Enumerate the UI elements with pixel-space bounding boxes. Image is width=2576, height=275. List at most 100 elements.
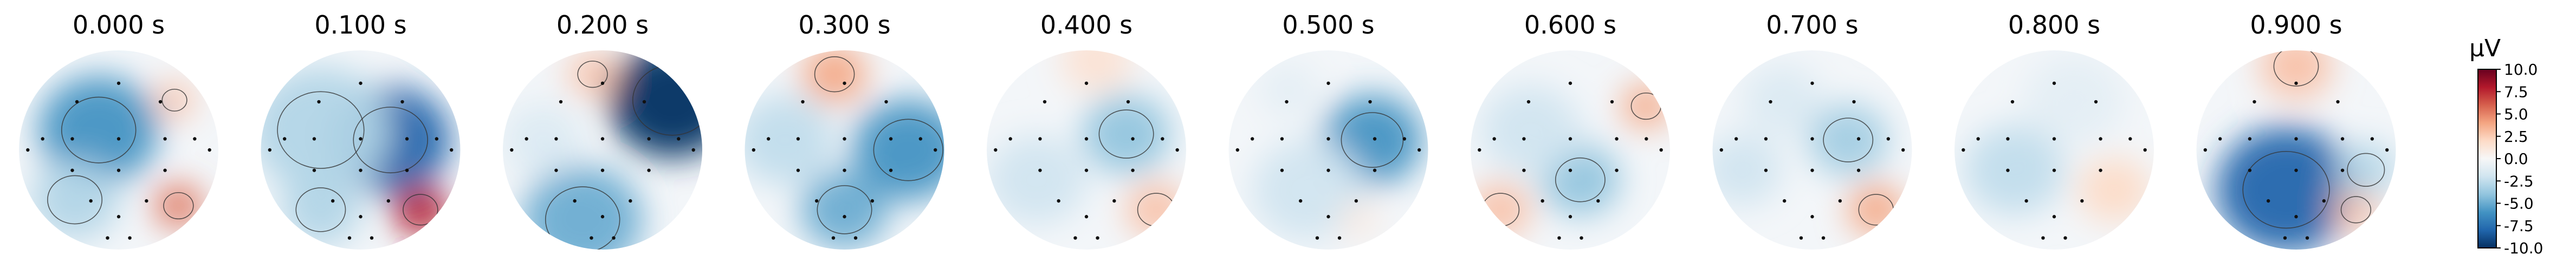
electrode-marker — [1084, 81, 1089, 85]
electrode-marker — [359, 81, 363, 85]
electrode-marker — [2094, 100, 2098, 104]
panel-title: 0.000 s — [73, 10, 165, 40]
electrode-marker — [1112, 199, 1116, 203]
electrode-marker — [2322, 199, 2326, 203]
colorbar-tick-label: -10.0 — [2504, 239, 2543, 257]
topomap-blob — [852, 100, 944, 200]
electrode-marker — [1008, 137, 1012, 141]
electrode-marker — [158, 100, 163, 104]
electrode-marker — [1522, 168, 1526, 172]
electrode-marker — [370, 236, 374, 240]
electrode-marker — [2099, 137, 2102, 141]
topomap-blob — [1258, 63, 1319, 117]
electrode-marker — [889, 137, 893, 141]
electrode-marker — [2294, 81, 2298, 85]
electrode-marker — [525, 137, 528, 141]
panel-title: 0.200 s — [556, 10, 649, 40]
electrode-marker — [2294, 137, 2298, 141]
electrode-marker — [1043, 100, 1047, 104]
topomap-panel: 0.000 s — [19, 10, 218, 250]
electrode-marker — [1084, 137, 1089, 141]
topomap-contour — [161, 88, 187, 112]
electrode-marker — [359, 137, 363, 141]
electrode-marker — [1084, 215, 1089, 219]
electrode-marker — [1354, 199, 1358, 203]
electrode-marker — [1096, 236, 1099, 240]
colorbar-ticks: 10.0 7.5 5.0 2.5 0.0 -2.5 -5.0 -7.5 -10.0 — [2496, 61, 2543, 257]
electrode-marker — [1810, 215, 1814, 219]
electrode-marker — [1478, 148, 1481, 152]
colorbar-gradient — [2477, 69, 2497, 248]
electrode-marker — [2294, 168, 2298, 172]
electrode-marker — [1568, 137, 1572, 141]
electrode-marker — [1038, 137, 1042, 141]
electrode-marker — [2006, 137, 2010, 141]
electrode-marker — [1373, 168, 1377, 172]
electrode-marker — [1038, 168, 1042, 172]
electrode-marker — [843, 215, 846, 219]
electrode-marker — [1976, 137, 1980, 141]
electrode-marker — [405, 137, 409, 141]
panel-title: 0.700 s — [1766, 10, 1858, 40]
electrode-marker — [2370, 137, 2374, 141]
electrode-marker — [554, 137, 558, 141]
electrode-marker — [1810, 137, 1814, 141]
electrode-marker — [359, 168, 363, 172]
colorbar-tick-label: 7.5 — [2504, 83, 2528, 101]
electrode-marker — [677, 137, 681, 141]
topomap-contour — [2242, 150, 2330, 229]
electrode-marker — [1568, 168, 1572, 172]
electrode-marker — [2024, 199, 2028, 203]
topomap-blob — [38, 76, 159, 184]
electrode-marker — [554, 168, 558, 172]
electrode-marker — [1373, 137, 1377, 141]
topomap-blob — [154, 82, 195, 119]
electrode-marker — [116, 168, 121, 172]
topomap-blob — [1082, 94, 1170, 174]
topomap-contour — [2347, 153, 2385, 187]
electrode-marker — [559, 100, 563, 104]
electrode-marker — [312, 137, 316, 141]
topomap-blob — [987, 135, 1086, 225]
electrode-marker — [317, 100, 321, 104]
topomap-contour — [873, 119, 943, 181]
electrode-marker — [831, 236, 836, 240]
topomap-blob — [503, 104, 583, 176]
electrode-marker — [1326, 81, 1330, 85]
colorbar-label: µV — [2469, 35, 2501, 62]
electrode-marker — [1596, 199, 1600, 203]
electrode-marker — [1568, 215, 1572, 219]
electrode-marker — [1522, 137, 1526, 141]
electrode-marker — [435, 137, 439, 141]
electrode-marker — [2010, 100, 2015, 104]
topomap-contour — [577, 61, 608, 88]
topomap-blob — [1712, 134, 1783, 206]
electrode-marker — [1838, 199, 1842, 203]
electrode-marker — [600, 81, 605, 85]
electrode-marker — [449, 148, 454, 152]
electrode-marker — [2248, 168, 2252, 172]
electrode-marker — [1175, 148, 1179, 152]
electrode-marker — [208, 148, 211, 152]
electrode-marker — [106, 236, 109, 240]
electrode-marker — [2052, 168, 2056, 172]
topomap-contour — [1823, 117, 1874, 162]
electrode-marker — [600, 137, 605, 141]
electrode-marker — [2218, 137, 2222, 141]
electrode-marker — [1057, 199, 1060, 203]
colorbar-tick-label: 10.0 — [2504, 61, 2538, 78]
electrode-marker — [89, 199, 93, 203]
electrode-marker — [612, 236, 616, 240]
topomap-blob — [2260, 50, 2332, 99]
electrode-marker — [573, 199, 577, 203]
topomap-contour — [814, 56, 855, 93]
topomap-blob — [802, 50, 866, 103]
topomap-blob — [2216, 127, 2356, 250]
colorbar-tick-label: -5.0 — [2504, 195, 2534, 213]
electrode-marker — [994, 148, 998, 152]
electrode-marker — [1235, 148, 1240, 152]
electrode-marker — [70, 137, 74, 141]
topomap-blob — [1471, 182, 1531, 237]
electrode-marker — [2336, 100, 2340, 104]
topomap-panel: 0.700 s — [1712, 10, 1912, 250]
